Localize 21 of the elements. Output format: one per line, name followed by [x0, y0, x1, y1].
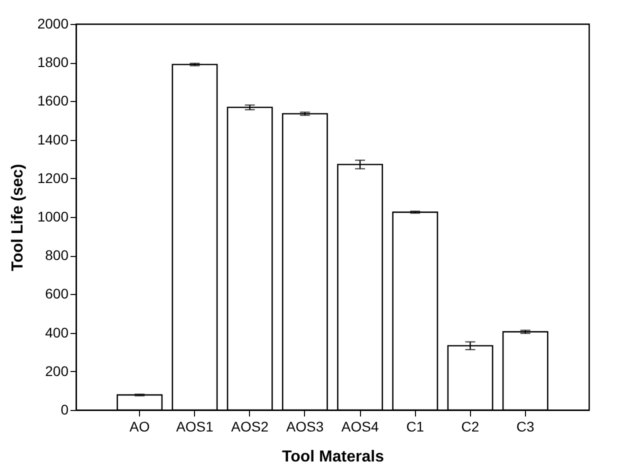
y-tick-label: 600	[45, 286, 69, 302]
x-axis-title: Tool Materals	[282, 448, 384, 466]
x-tick-label: AO	[130, 418, 150, 434]
x-tick-label: AOS1	[176, 418, 214, 434]
y-tick-label: 1200	[37, 170, 69, 186]
y-tick-label: 400	[45, 324, 69, 340]
y-tick-label: 1000	[37, 208, 69, 224]
x-tick-label: C3	[516, 418, 535, 434]
x-tick-label: C1	[406, 418, 424, 434]
y-tick-label: 1800	[37, 54, 69, 70]
x-tick-label: C2	[461, 418, 480, 434]
x-tick-label: AOS4	[341, 418, 379, 434]
x-tick-label: AOS3	[286, 418, 324, 434]
x-tick-label: AOS2	[231, 418, 269, 434]
y-tick-label: 2000	[37, 16, 69, 32]
y-tick-label: 1400	[37, 131, 69, 148]
y-tick-label: 800	[45, 247, 69, 264]
y-tick-label: 0	[60, 402, 69, 418]
y-axis-title: Tool Life (sec)	[9, 164, 26, 272]
y-tick-label: 1600	[37, 92, 69, 109]
y-tick-label: 200	[45, 362, 69, 379]
